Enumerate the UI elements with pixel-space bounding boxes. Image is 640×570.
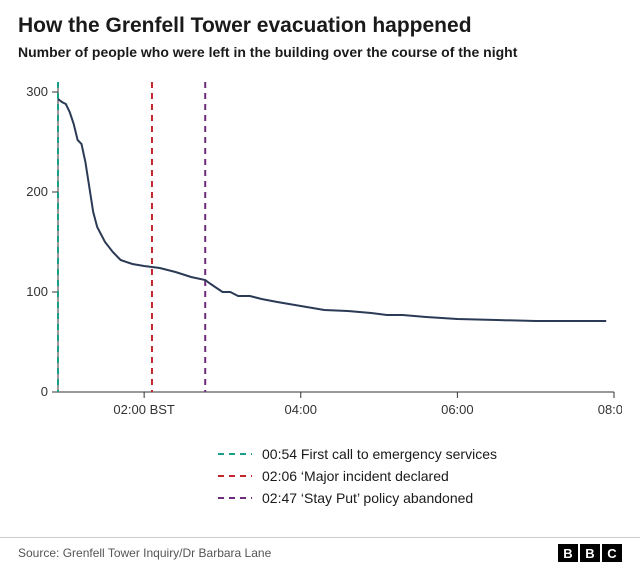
legend-label: 00:54 First call to emergency services [262, 446, 497, 462]
chart-legend: 00:54 First call to emergency services 02… [218, 446, 622, 506]
footer: Source: Grenfell Tower Inquiry/Dr Barbar… [0, 537, 640, 570]
legend-item: 02:06 ‘Major incident declared [218, 468, 622, 484]
chart-subtitle: Number of people who were left in the bu… [18, 44, 622, 60]
legend-item: 00:54 First call to emergency services [218, 446, 622, 462]
bbc-logo-block: B [558, 544, 578, 562]
bbc-logo: BBC [558, 544, 622, 562]
chart-title: How the Grenfell Tower evacuation happen… [18, 14, 622, 38]
svg-text:200: 200 [26, 184, 48, 199]
legend-swatch [218, 491, 252, 505]
bbc-logo-block: B [580, 544, 600, 562]
legend-swatch [218, 447, 252, 461]
legend-item: 02:47 ‘Stay Put’ policy abandoned [218, 490, 622, 506]
svg-text:02:00 BST: 02:00 BST [113, 402, 174, 417]
legend-label: 02:47 ‘Stay Put’ policy abandoned [262, 490, 473, 506]
svg-text:300: 300 [26, 84, 48, 99]
svg-text:100: 100 [26, 284, 48, 299]
svg-text:08:00: 08:00 [598, 402, 622, 417]
chart-area: 0 100 200 300 02:00 BST 04:00 06:00 08:00 [18, 72, 622, 442]
svg-text:0: 0 [41, 384, 48, 399]
legend-swatch [218, 469, 252, 483]
source-text: Source: Grenfell Tower Inquiry/Dr Barbar… [18, 546, 271, 560]
chart-svg: 0 100 200 300 02:00 BST 04:00 06:00 08:00 [18, 72, 622, 442]
svg-text:04:00: 04:00 [284, 402, 317, 417]
bbc-logo-block: C [602, 544, 622, 562]
legend-label: 02:06 ‘Major incident declared [262, 468, 449, 484]
svg-text:06:00: 06:00 [441, 402, 474, 417]
